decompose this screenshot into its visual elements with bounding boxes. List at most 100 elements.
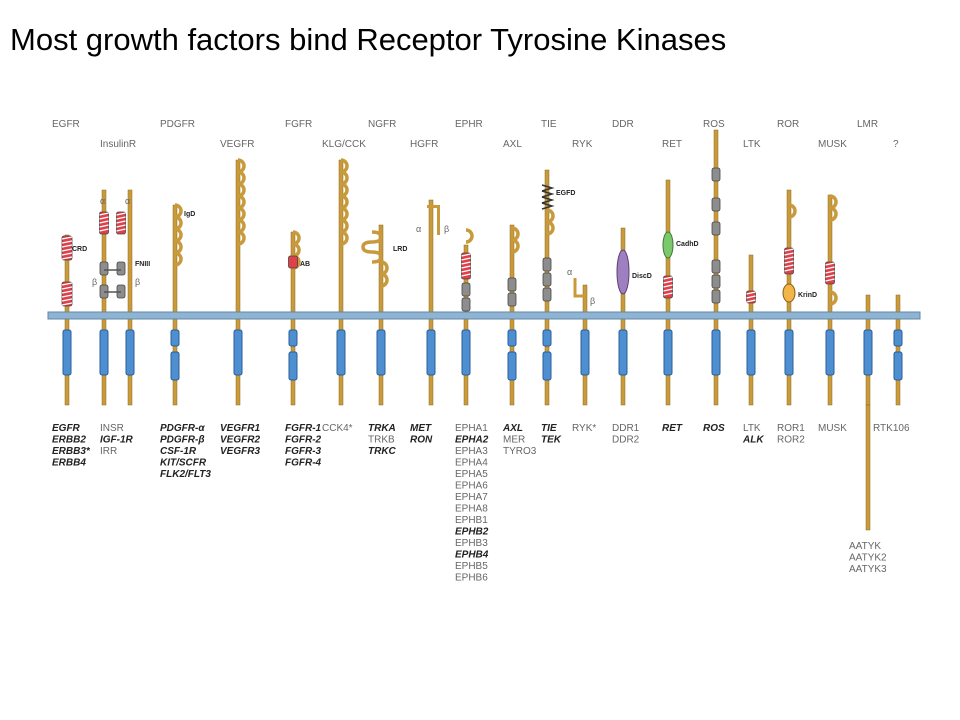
fniii-domain (711, 259, 721, 274)
family-label-hgfr: HGFR (410, 139, 438, 150)
crd-hatch (61, 302, 73, 306)
crd-hatch (99, 220, 109, 224)
crd-hatch (746, 291, 756, 295)
crd-hatch (784, 252, 794, 256)
fniii-domain (99, 261, 109, 276)
fniii-domain (116, 261, 126, 276)
member-ngfr-2: TRKC (368, 446, 397, 457)
family-label-insulinr: InsulinR (100, 139, 136, 150)
family-label-ngfr: NGFR (368, 119, 396, 130)
member-klgcck-0: CCK4* (322, 423, 353, 434)
kinase-domain (863, 329, 873, 376)
kinase-domain (507, 329, 517, 347)
fniii-domain (711, 289, 721, 304)
ig-loop (237, 230, 246, 246)
fniii-domain (507, 292, 517, 307)
crd-hatch (116, 216, 126, 220)
receptor-stalk (428, 199, 434, 406)
member-ephr-2: EPHA3 (455, 446, 488, 457)
member-fgfr-3: FGFR-4 (285, 458, 322, 469)
member-insulinr-2: IRR (100, 446, 117, 457)
member-vegfr-0: VEGFR1 (220, 423, 260, 434)
member-ephr-8: EPHB1 (455, 515, 488, 526)
egf-repeat (541, 202, 555, 210)
member-axl-0: AXL (502, 423, 523, 434)
crd-hatch (99, 224, 109, 228)
fniii-domain (542, 257, 552, 272)
kinase-domain (542, 351, 552, 381)
member-vegfr-2: VEGFR3 (220, 446, 260, 457)
member-ephr-7: EPHA8 (455, 504, 488, 515)
kinase-domain (825, 329, 835, 376)
crd-label: CRD (72, 246, 87, 253)
kinase-domain (580, 329, 590, 376)
fniii-domain (711, 274, 721, 289)
crd-hatch (784, 248, 794, 252)
crd-hatch (116, 224, 126, 228)
family-label-ephr: EPHR (455, 119, 483, 130)
receptor-stalk (544, 169, 550, 406)
kinase-domain (170, 351, 180, 381)
crd-hatch (61, 248, 73, 252)
crd-hatch (61, 282, 73, 286)
member-ephr-5: EPHA6 (455, 481, 488, 492)
alpha-label: α (416, 224, 421, 234)
kinase-domain (711, 329, 721, 376)
alpha-label: α (125, 196, 130, 206)
family-label-ret: RET (662, 139, 682, 150)
member-ltk-0: LTK (743, 423, 761, 434)
fniii-domain (711, 197, 721, 212)
receptor-stalk (127, 189, 133, 406)
kinase-domain (62, 329, 72, 376)
discd-label: DiscD (632, 273, 652, 280)
member-pdgfr-0: PDGFR-α (160, 423, 205, 434)
crd-hatch (461, 265, 471, 269)
member-pdgfr-4: FLK2/FLT3 (160, 469, 211, 480)
receptor-stalk (895, 294, 901, 406)
ig-loop (511, 238, 520, 254)
kinase-domain (170, 329, 180, 347)
plasma-membrane (47, 311, 921, 320)
ig-loop (465, 228, 474, 244)
crd-hatch (116, 228, 126, 232)
member-ephr-9: EPHB2 (455, 527, 489, 538)
crd-hatch (61, 256, 73, 260)
crd-hatch (61, 240, 73, 244)
kinase-domain (746, 329, 756, 376)
crd-hatch (461, 273, 471, 277)
member-ryk-0: RYK* (572, 423, 596, 434)
fniii-domain (711, 167, 721, 182)
crd-hatch (61, 236, 73, 240)
member-insulinr-1: IGF-1R (100, 435, 134, 446)
member-unknown-0: AATYK (849, 541, 881, 552)
beta-label: β (590, 296, 595, 306)
kinase-domain (99, 329, 109, 376)
kinase-domain (663, 329, 673, 376)
crd-hatch (784, 264, 794, 268)
crd-hatch (825, 266, 835, 270)
crd-domain (61, 281, 73, 307)
slide-title: Most growth factors bind Receptor Tyrosi… (10, 22, 727, 57)
kinase-domain (893, 329, 903, 347)
kinase-domain (376, 329, 386, 376)
member-egfr-1: ERBB2 (52, 435, 86, 446)
crd-hatch (663, 288, 673, 292)
member-pdgfr-1: PDGFR-β (160, 435, 205, 446)
igd-label: IgD (184, 211, 195, 218)
member-ror-0: ROR1 (777, 423, 805, 434)
receptor-stalk (64, 234, 70, 406)
kinase-layer (62, 329, 903, 381)
member-ephr-4: EPHA5 (455, 469, 488, 480)
kinase-domain (542, 329, 552, 347)
kinase-domain (125, 329, 135, 376)
crd-hatch (61, 294, 73, 298)
family-label-pdgfr: PDGFR (160, 119, 195, 130)
kinase-domain (893, 351, 903, 381)
member-lmr-0: RTK106 (873, 423, 910, 434)
family-label-ddr: DDR (612, 119, 634, 130)
discoidin-domain (616, 249, 630, 295)
crd-hatch (461, 269, 471, 273)
crd-hatch (784, 268, 794, 272)
crd-hatch (61, 244, 73, 248)
